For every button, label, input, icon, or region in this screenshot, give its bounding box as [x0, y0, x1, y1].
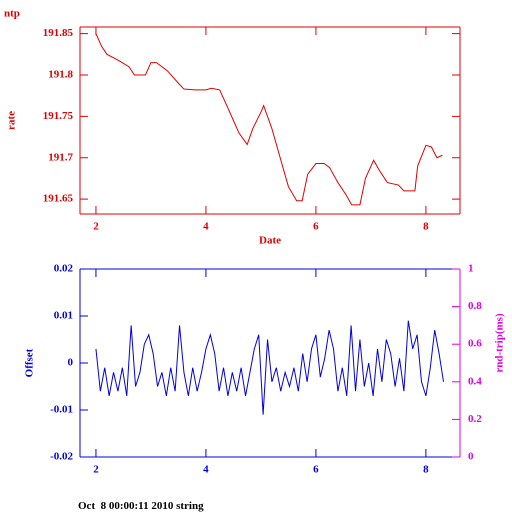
y-tick-label: 191.75 — [43, 110, 74, 122]
y2-tick-label: 0.4 — [468, 375, 482, 387]
y-tick-label: 0.02 — [54, 263, 74, 275]
x-tick-label: 2 — [93, 221, 99, 233]
y2-axis-label: rnd-trip(ms) — [494, 313, 506, 373]
y2-tick-label: 0.2 — [468, 413, 482, 425]
x-tick-label: 2 — [93, 464, 99, 476]
y-tick-label: 191.8 — [48, 69, 73, 81]
y2-tick-label: 0.8 — [468, 300, 482, 312]
data-line — [95, 320, 444, 415]
y-axis-label: Offset — [24, 348, 36, 377]
y-axis-label: rate — [6, 111, 18, 130]
y-tick-label: 191.7 — [48, 151, 73, 163]
data-line — [95, 33, 443, 206]
x-tick-label: 4 — [203, 221, 209, 233]
y-tick-label: 191.65 — [43, 193, 74, 205]
y2-tick-label: 1 — [468, 263, 474, 275]
x-tick-label: 8 — [423, 464, 429, 476]
chart-title: ntp — [4, 8, 20, 20]
x-tick-label: 4 — [203, 464, 209, 476]
y2-tick-label: 0 — [468, 451, 474, 463]
x-axis-label: Date — [259, 235, 281, 247]
y-tick-label: 0.01 — [54, 310, 73, 322]
y-tick-label: -0.01 — [50, 404, 73, 416]
x-tick-label: 6 — [313, 221, 319, 233]
y-tick-label: 191.85 — [43, 27, 74, 39]
x-tick-label: 8 — [423, 221, 429, 233]
footer: Oct 8 00:00:11 2010 string — [78, 500, 204, 512]
x-tick-label: 6 — [313, 464, 319, 476]
y-tick-label: 0 — [68, 357, 74, 369]
y2-tick-label: 0.6 — [468, 338, 482, 350]
y-tick-label: -0.02 — [50, 451, 73, 463]
